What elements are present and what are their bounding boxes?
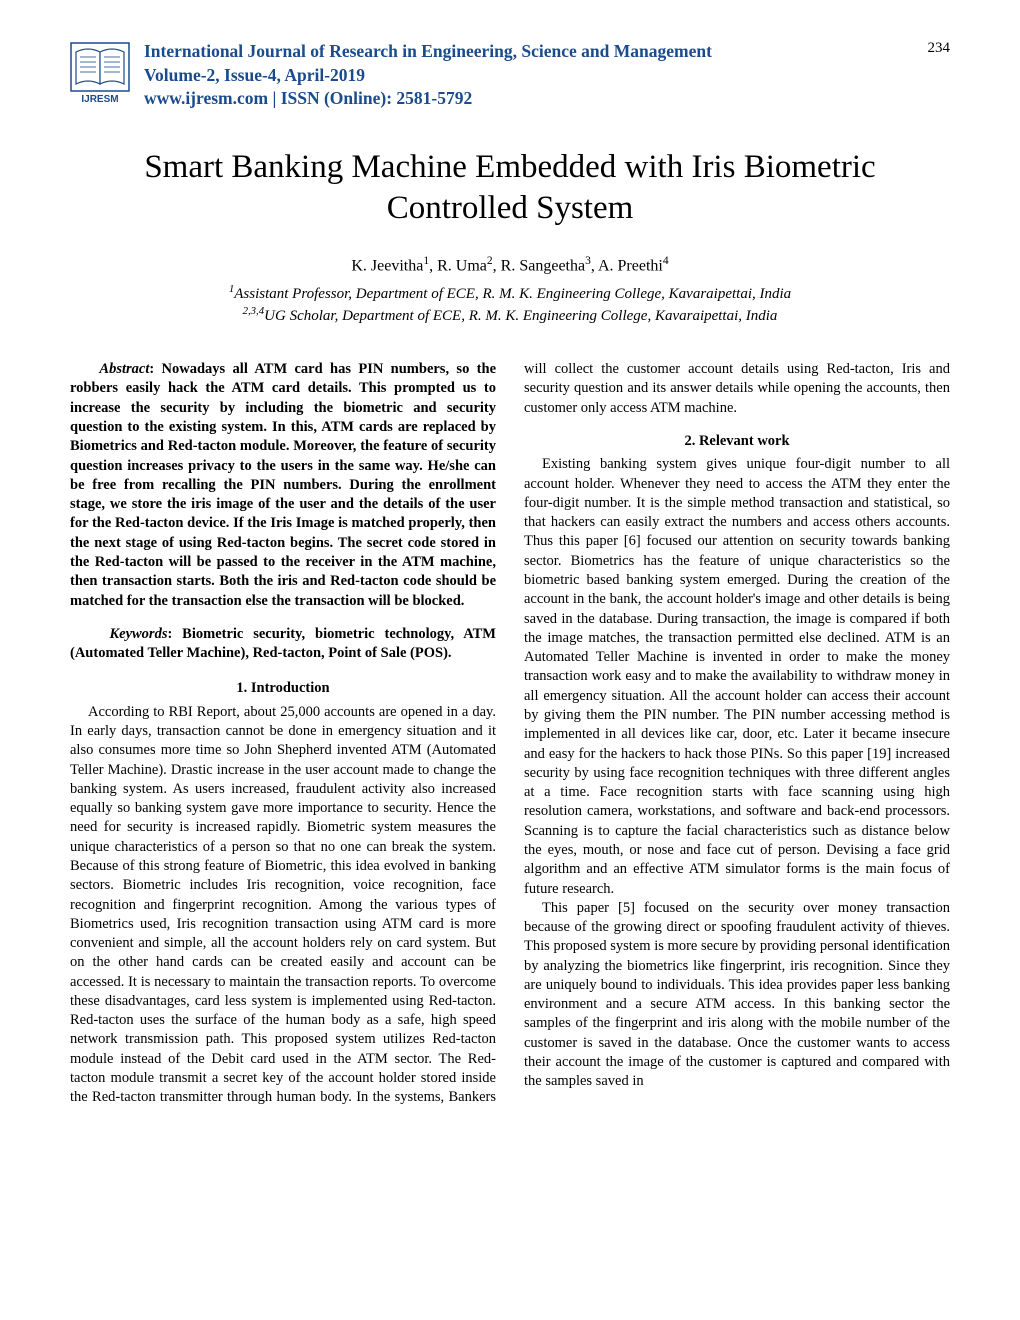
keywords-label: Keywords (109, 626, 167, 642)
journal-name: International Journal of Research in Eng… (144, 40, 950, 64)
paper-title: Smart Banking Machine Embedded with Iris… (70, 147, 950, 230)
authors-line: K. Jeevitha1, R. Uma2, R. Sangeetha3, A.… (70, 255, 950, 275)
keywords-block: Keywords: Biometric security, biometric … (70, 625, 496, 664)
section-heading-intro: 1. Introduction (70, 679, 496, 698)
abstract-block: Abstract: Nowadays all ATM card has PIN … (70, 360, 496, 611)
affiliations-block: 1Assistant Professor, Department of ECE,… (70, 282, 950, 327)
svg-text:IJRESM: IJRESM (81, 94, 118, 104)
journal-url-issn: www.ijresm.com | ISSN (Online): 2581-579… (144, 87, 950, 111)
header-text-block: International Journal of Research in Eng… (144, 40, 950, 111)
relevant-para-1: Existing banking system gives unique fou… (524, 455, 950, 898)
affiliation-2: 2,3,4UG Scholar, Department of ECE, R. M… (70, 304, 950, 326)
journal-logo-icon: IJRESM (70, 42, 130, 104)
journal-issue: Volume-2, Issue-4, April-2019 (144, 64, 950, 88)
body-content: Abstract: Nowadays all ATM card has PIN … (70, 360, 950, 1107)
section-relevant-work: 2. Relevant work Existing banking system… (524, 432, 950, 1092)
abstract-label: Abstract (99, 361, 149, 377)
page-header: IJRESM International Journal of Research… (70, 40, 950, 111)
abstract-text: : Nowadays all ATM card has PIN numbers,… (70, 361, 496, 608)
page-number: 234 (928, 40, 951, 57)
relevant-para-2: This paper [5] focused on the security o… (524, 899, 950, 1092)
affiliation-1: 1Assistant Professor, Department of ECE,… (70, 282, 950, 304)
section-heading-relevant: 2. Relevant work (524, 432, 950, 451)
